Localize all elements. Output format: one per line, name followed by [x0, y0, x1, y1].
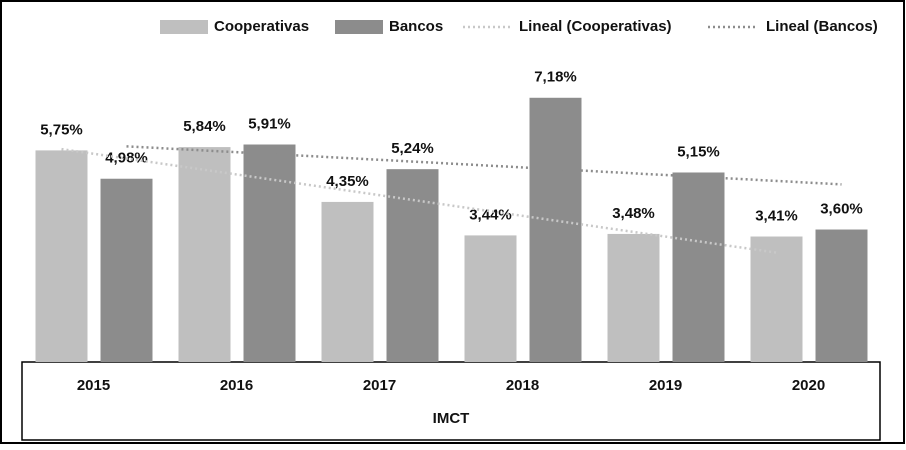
data-label: 5,84%	[183, 118, 226, 135]
legend-swatch	[160, 20, 208, 34]
x-tick-label: 2020	[792, 377, 825, 394]
trendline	[61, 147, 777, 254]
data-label: 3,60%	[820, 200, 863, 217]
bar	[321, 201, 374, 362]
axis-box	[21, 361, 881, 441]
bar	[750, 236, 803, 362]
data-label: 5,15%	[677, 143, 720, 160]
data-label: 3,48%	[612, 205, 655, 222]
legend-label: Lineal (Cooperativas)	[519, 18, 672, 35]
data-label: 7,18%	[534, 69, 577, 86]
bar	[178, 147, 231, 362]
trendline	[126, 145, 842, 186]
bar	[529, 97, 582, 362]
x-tick-label: 2015	[77, 377, 110, 394]
x-axis-title: IMCT	[433, 410, 470, 427]
legend-swatch	[335, 20, 383, 34]
x-tick-label: 2016	[220, 377, 253, 394]
data-label: 5,91%	[248, 115, 291, 132]
data-label: 4,35%	[326, 173, 369, 190]
bar	[672, 172, 725, 362]
bar	[243, 144, 296, 362]
bar	[35, 150, 88, 362]
legend-label: Lineal (Bancos)	[766, 18, 878, 35]
data-label: 5,75%	[40, 121, 83, 138]
bar	[386, 169, 439, 362]
legend-label: Cooperativas	[214, 18, 309, 35]
x-tick-label: 2017	[363, 377, 396, 394]
legend-label: Bancos	[389, 18, 443, 35]
x-tick-label: 2018	[506, 377, 539, 394]
data-label: 3,44%	[469, 206, 512, 223]
bar	[607, 233, 660, 362]
bar	[464, 235, 517, 362]
bar	[100, 178, 153, 362]
bar	[815, 229, 868, 362]
data-label: 3,41%	[755, 207, 798, 224]
data-label: 5,24%	[391, 140, 434, 157]
x-tick-label: 2019	[649, 377, 682, 394]
